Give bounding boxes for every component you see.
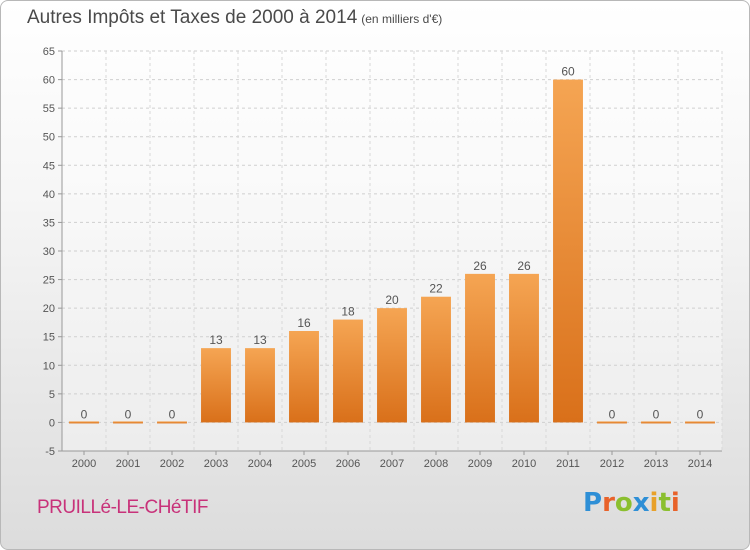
x-tick-label: 2007 (380, 458, 404, 470)
data-label: 26 (473, 259, 487, 273)
y-tick-label: 35 (43, 217, 55, 229)
data-label: 0 (697, 407, 704, 421)
logo-letter: r (602, 488, 615, 518)
chart-title-text: Autres Impôts et Taxes de 2000 à 2014 (27, 7, 358, 28)
y-tick-label: 25 (43, 275, 55, 287)
bar (245, 348, 275, 423)
chart-title: Autres Impôts et Taxes de 2000 à 2014 (en… (27, 7, 442, 29)
logo-letter: x (632, 488, 650, 518)
bar (465, 273, 495, 423)
chart-subtitle: (en milliers d'€) (361, 12, 443, 26)
x-tick-label: 2005 (292, 458, 316, 470)
x-tick-label: 2010 (512, 458, 536, 470)
data-label: 0 (81, 407, 88, 421)
x-tick-label: 2013 (644, 458, 668, 470)
bar (597, 421, 627, 424)
proxiti-logo: Proxiti (583, 488, 680, 518)
data-label: 22 (429, 282, 443, 296)
data-label: 0 (169, 407, 176, 421)
y-tick-label: 20 (43, 303, 55, 315)
data-label: 13 (253, 333, 267, 347)
y-tick-label: 10 (43, 360, 55, 372)
y-tick-label: 40 (43, 189, 55, 201)
y-tick-label: 5 (49, 389, 55, 401)
bar (553, 79, 583, 423)
logo-letter: t (658, 488, 671, 518)
data-label: 13 (209, 333, 223, 347)
bar (333, 319, 363, 423)
location-name: PRUILLé-LE-CHéTIF (37, 497, 209, 518)
data-label: 18 (341, 305, 355, 319)
x-tick-label: 2011 (556, 458, 580, 470)
x-tick-label: 2002 (160, 458, 184, 470)
logo-letter: o (614, 488, 633, 518)
y-tick-label: -5 (45, 446, 55, 458)
y-tick-label: 50 (43, 132, 55, 144)
y-tick-label: 55 (43, 103, 55, 115)
logo-letter: i (649, 488, 659, 518)
y-tick-label: 30 (43, 246, 55, 258)
data-label: 16 (297, 316, 311, 330)
x-tick-label: 2014 (688, 458, 712, 470)
data-label: 0 (609, 407, 616, 421)
y-tick-label: 45 (43, 160, 55, 172)
bar (289, 331, 319, 423)
data-label: 20 (385, 293, 399, 307)
y-tick-label: 60 (43, 75, 55, 87)
bar (685, 421, 715, 424)
bar (157, 421, 187, 424)
data-label: 0 (653, 407, 660, 421)
bar (69, 421, 99, 424)
x-tick-label: 2012 (600, 458, 624, 470)
bar (201, 348, 231, 423)
x-tick-label: 2009 (468, 458, 492, 470)
bar (377, 308, 407, 423)
data-label: 60 (561, 65, 575, 79)
x-tick-label: 2003 (204, 458, 228, 470)
bar (509, 273, 539, 423)
y-tick-label: 0 (49, 417, 55, 429)
x-tick-label: 2006 (336, 458, 360, 470)
bar (113, 421, 143, 424)
data-label: 0 (125, 407, 132, 421)
x-tick-label: 2008 (424, 458, 448, 470)
x-tick-label: 2000 (72, 458, 96, 470)
data-label: 26 (517, 259, 531, 273)
x-tick-label: 2004 (248, 458, 272, 470)
y-tick-label: 15 (43, 332, 55, 344)
logo-letter: P (583, 488, 603, 518)
y-tick-label: 65 (43, 46, 55, 58)
logo-letter: i (670, 488, 680, 518)
bar (421, 296, 451, 423)
x-tick-label: 2001 (116, 458, 140, 470)
bar (641, 421, 671, 424)
